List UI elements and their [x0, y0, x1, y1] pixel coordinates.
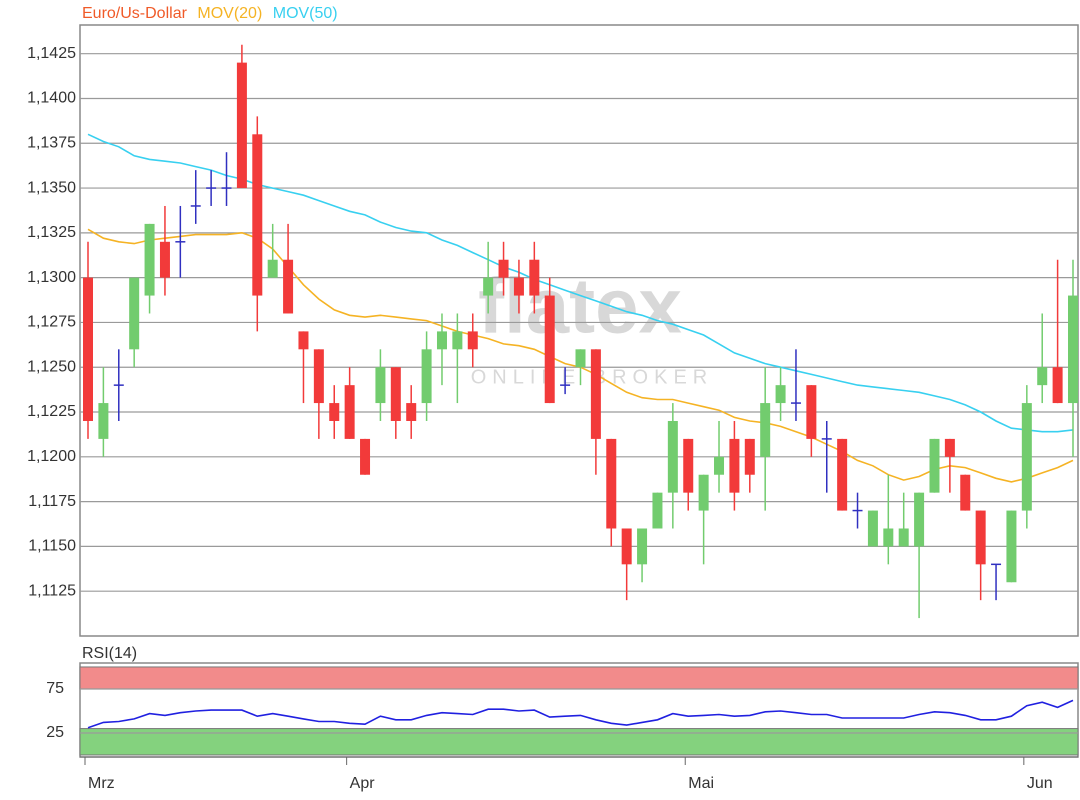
candle-body — [775, 385, 786, 404]
rsi-title: RSI(14) — [82, 645, 137, 662]
price-plot — [80, 44, 1078, 619]
candle-body — [421, 349, 432, 404]
candle-body — [729, 438, 740, 493]
candle-body — [575, 349, 586, 368]
candle-body — [298, 331, 309, 350]
candle-body — [960, 474, 971, 511]
candle-body — [344, 385, 355, 439]
y-tick-label: 75 — [46, 680, 64, 697]
candle-body — [975, 510, 986, 565]
legend: Euro/Us-Dollar MOV(20) MOV(50) — [82, 5, 338, 22]
candle-body — [313, 349, 324, 404]
y-tick-label: 25 — [46, 724, 64, 741]
y-tick-label: 1,1225 — [27, 403, 76, 420]
candle-body — [436, 331, 447, 350]
candle-body — [252, 134, 263, 296]
candle-body — [452, 331, 463, 350]
legend-entry: MOV(50) — [273, 5, 338, 22]
candle-body — [652, 492, 663, 529]
candle-body — [1021, 403, 1032, 511]
legend-entry: Euro/Us-Dollar — [82, 5, 188, 22]
y-tick-label: 1,1125 — [28, 582, 76, 599]
candle-body — [283, 259, 294, 314]
candle-body — [898, 528, 909, 547]
candle-body — [144, 223, 155, 296]
candle-body — [1052, 367, 1063, 404]
x-tick-label: Mrz — [88, 775, 115, 792]
candle-body — [467, 331, 478, 350]
candle-body — [667, 420, 678, 493]
y-tick-label: 1,1250 — [27, 358, 76, 375]
candle-body — [867, 510, 878, 547]
y-tick-label: 1,1325 — [27, 224, 76, 241]
candle-body — [129, 277, 140, 350]
candle-body — [83, 277, 93, 421]
candle-body — [236, 62, 247, 189]
candle-body — [513, 277, 524, 296]
candle-body — [637, 528, 648, 565]
legend-entry: MOV(20) — [197, 5, 262, 22]
candle-body — [375, 367, 386, 404]
x-tick-label: Apr — [350, 775, 376, 792]
candle-body — [929, 438, 940, 493]
y-tick-label: 1,1425 — [27, 45, 76, 62]
candle-body — [544, 295, 555, 404]
y-tick-label: 1,1400 — [27, 90, 76, 107]
y-tick-label: 1,1300 — [27, 269, 76, 286]
rsi-band — [79, 666, 1079, 690]
candle-body — [944, 438, 955, 457]
candle-body — [483, 277, 494, 296]
candle-body — [837, 438, 848, 511]
candle-body — [806, 385, 817, 439]
x-tick-label: Mai — [688, 775, 714, 792]
watermark-tagline: ONLINE BROKER — [471, 366, 713, 388]
y-tick-label: 1,1175 — [28, 493, 76, 510]
y-tick-label: 1,1375 — [27, 134, 76, 151]
candle-body — [621, 528, 632, 565]
candle-body — [914, 492, 925, 547]
candle-body — [606, 438, 617, 529]
candle-body — [390, 367, 401, 421]
candle-body — [360, 438, 371, 475]
candle-body — [744, 438, 755, 475]
candle-body — [406, 403, 417, 421]
y-tick-label: 1,1150 — [28, 538, 76, 555]
candle-body — [714, 456, 725, 475]
candle-body — [1006, 510, 1017, 583]
candle-body — [1037, 367, 1048, 386]
candle-body — [329, 403, 340, 421]
candle-body — [529, 259, 540, 296]
candle-body — [698, 474, 709, 511]
rsi-plot — [79, 666, 1079, 756]
watermark-brand: flatex — [478, 262, 682, 350]
y-tick-label: 1,1275 — [27, 314, 76, 331]
candle-body — [1068, 295, 1078, 404]
candle-body — [98, 403, 109, 439]
candle-body — [498, 259, 509, 278]
candle-body — [590, 349, 601, 439]
candle-body — [760, 403, 771, 457]
candle-body — [683, 438, 694, 493]
x-tick-label: Jun — [1027, 775, 1053, 792]
y-tick-label: 1,1350 — [27, 179, 76, 196]
line — [87, 133, 1074, 433]
candle-body — [883, 528, 894, 547]
line — [87, 699, 1074, 729]
candle-body — [159, 241, 170, 278]
y-tick-label: 1,1200 — [27, 448, 76, 465]
candle-body — [267, 259, 278, 278]
